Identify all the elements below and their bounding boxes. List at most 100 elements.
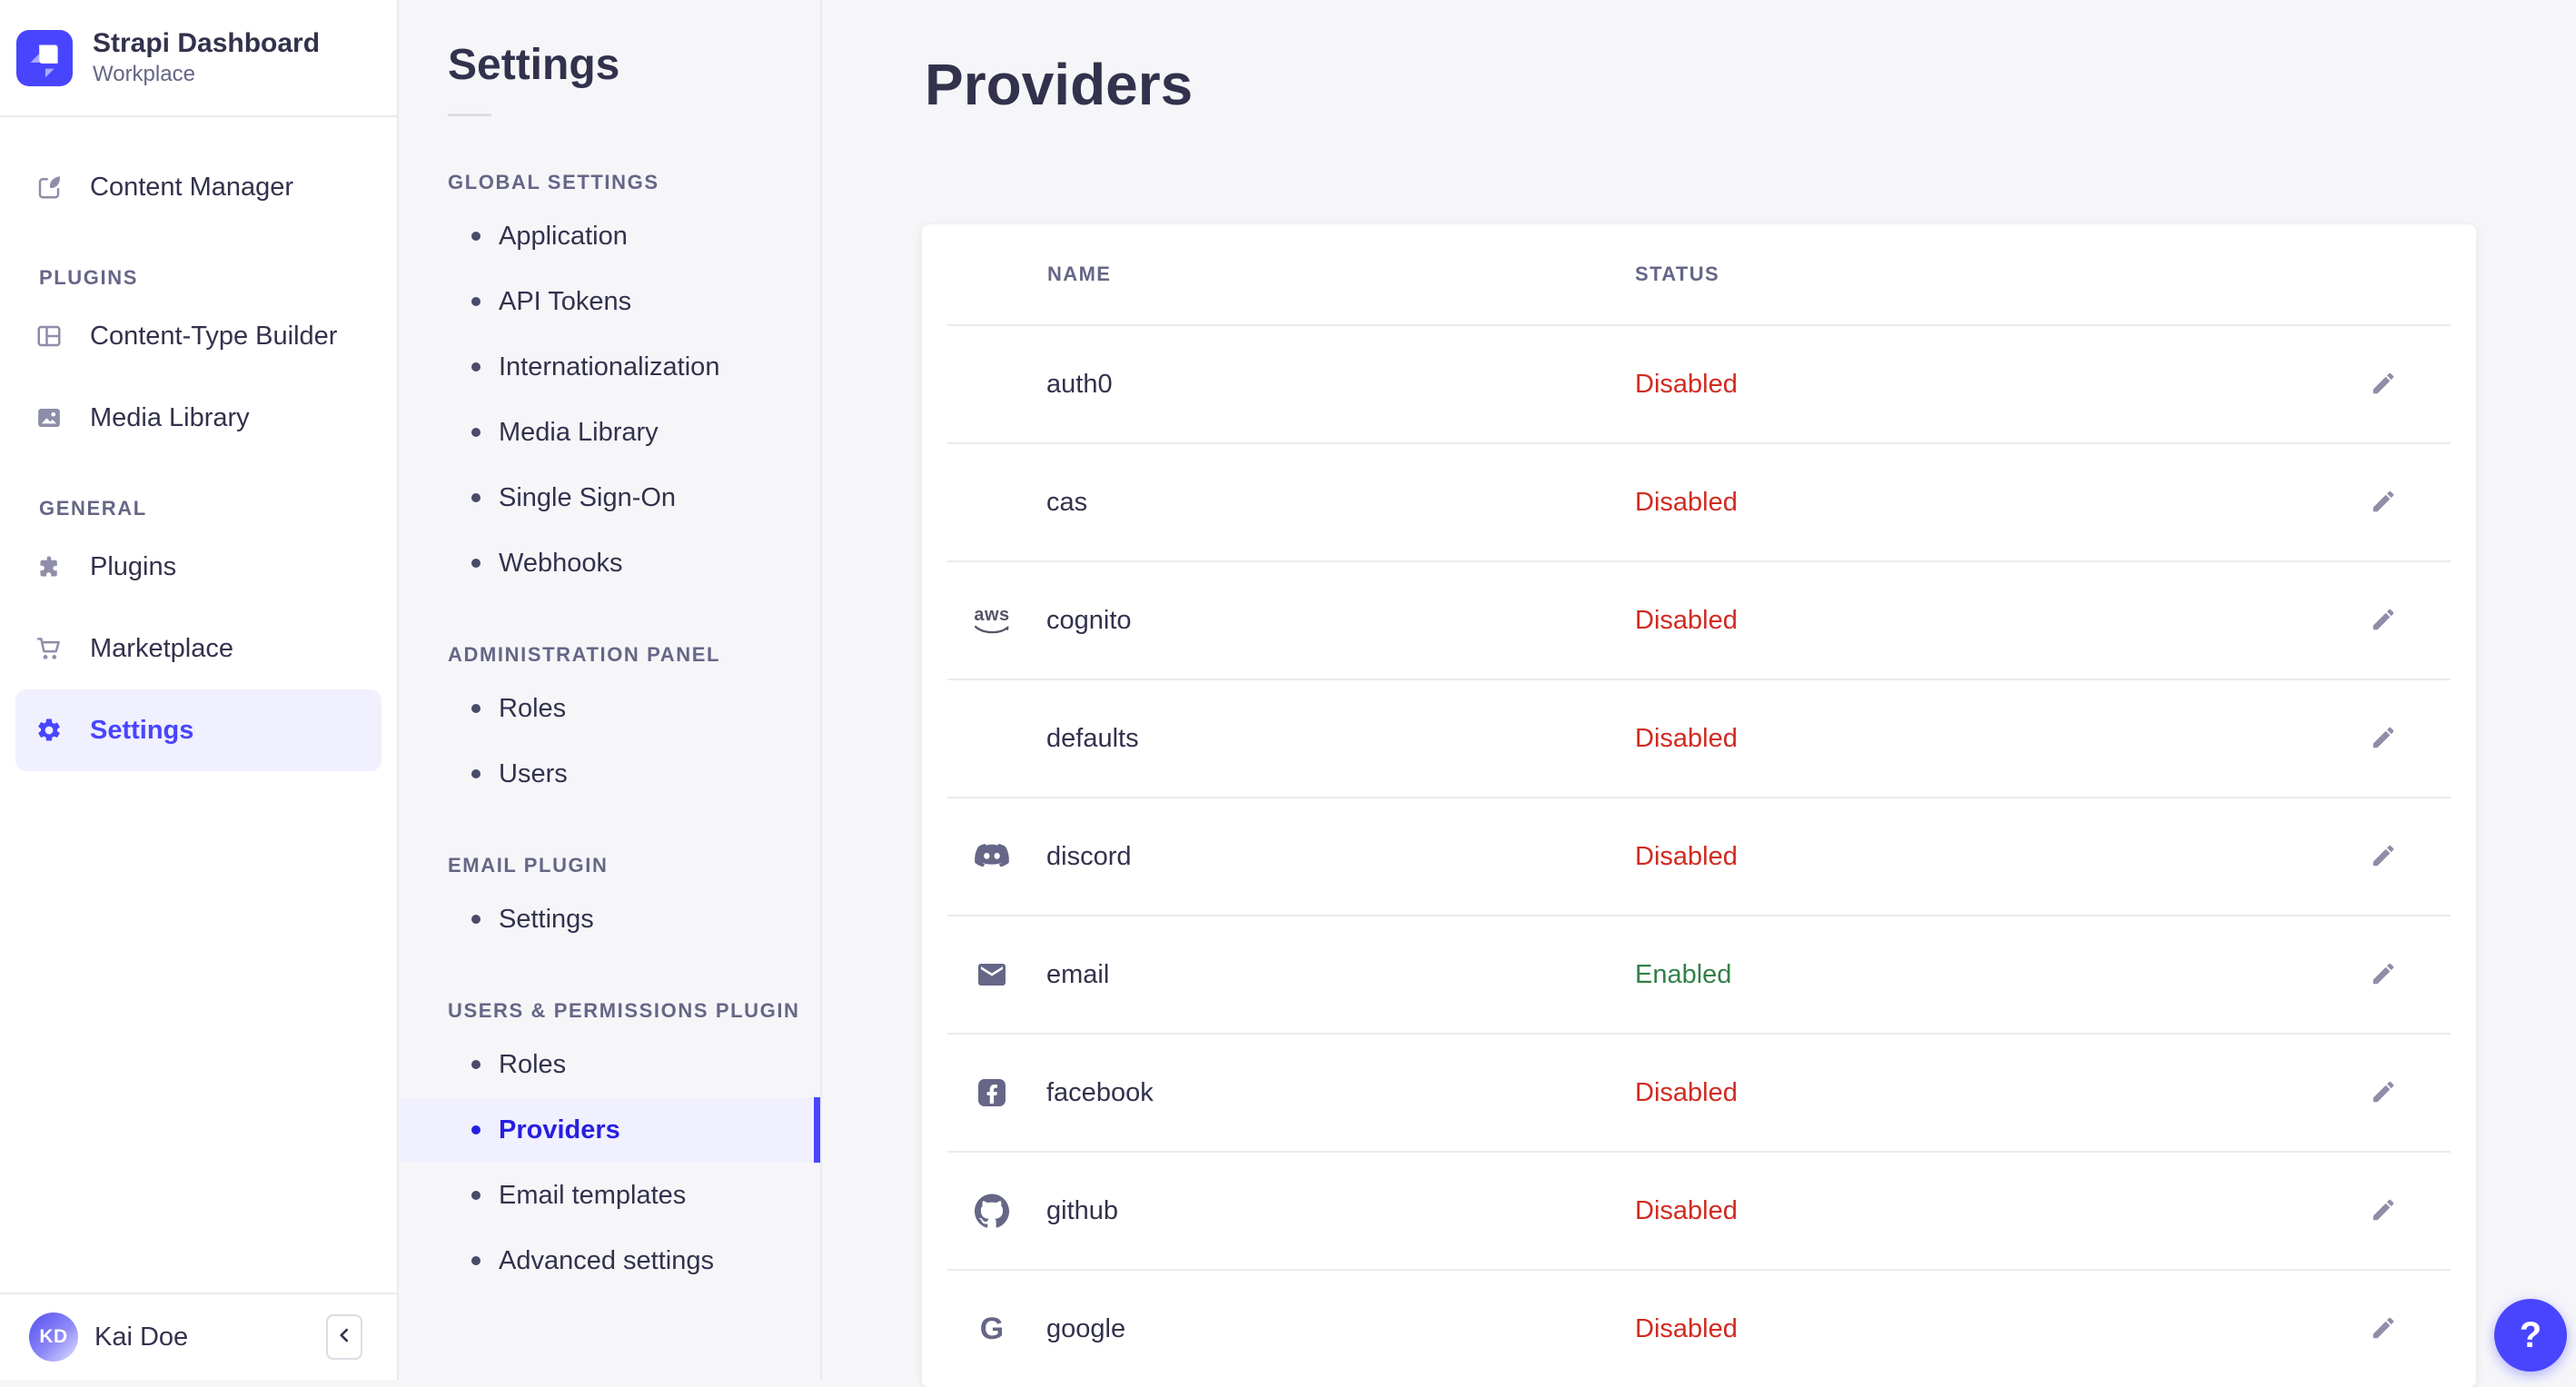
pencil-icon — [2370, 842, 2397, 872]
table-row: email Enabled — [947, 915, 2451, 1033]
sidebar-item-label: Plugins — [90, 551, 177, 581]
user-menu-button[interactable]: KD Kai Doe — [29, 1313, 188, 1362]
edit-provider-button[interactable] — [2363, 364, 2403, 404]
status-badge: Disabled — [1635, 1077, 1738, 1107]
subnav-item-email-settings[interactable]: Settings — [401, 887, 820, 952]
column-header-name: NAME — [1047, 263, 1112, 285]
subnav-item-advanced-settings[interactable]: Advanced settings — [401, 1228, 820, 1293]
sidebar-item-plugins[interactable]: Plugins — [15, 526, 381, 608]
pencil-icon — [2370, 1078, 2397, 1108]
provider-name: cognito — [1046, 605, 1132, 635]
status-badge: Enabled — [1635, 959, 1732, 989]
help-button[interactable]: ? — [2494, 1299, 2567, 1372]
subnav-title: Settings — [448, 41, 620, 89]
main-sidebar: Strapi Dashboard Workplace Content Manag… — [0, 0, 399, 1380]
edit-provider-button[interactable] — [2363, 1073, 2403, 1113]
facebook-icon — [966, 1067, 1017, 1118]
no-icon — [966, 359, 1017, 410]
subnav-item-admin-roles[interactable]: Roles — [401, 676, 820, 741]
status-badge: Disabled — [1635, 723, 1738, 753]
pencil-icon — [2370, 960, 2397, 990]
subnav-item-media-library[interactable]: Media Library — [401, 400, 820, 465]
column-header-status: STATUS — [1635, 263, 1720, 285]
table-row: defaults Disabled — [947, 679, 2451, 797]
subnav-item-admin-users[interactable]: Users — [401, 741, 820, 807]
sidebar-item-label: Media Library — [90, 402, 250, 432]
subnav-item-providers[interactable]: Providers — [401, 1097, 820, 1163]
table-row: discord Disabled — [947, 797, 2451, 915]
providers-table: NAME STATUS auth0 Disabled cas Disabled … — [922, 224, 2476, 1387]
subnav-item-single-sign-on[interactable]: Single Sign-On — [401, 465, 820, 530]
title-divider — [448, 114, 491, 116]
edit-provider-button[interactable] — [2363, 482, 2403, 522]
pencil-icon — [2370, 370, 2397, 400]
table-header: NAME STATUS — [947, 224, 2451, 324]
subnav-section-global-settings: GLOBAL SETTINGS — [448, 171, 659, 193]
provider-name: auth0 — [1046, 369, 1113, 399]
pencil-icon — [2370, 606, 2397, 636]
status-badge: Disabled — [1635, 1313, 1738, 1343]
github-icon — [966, 1185, 1017, 1236]
provider-name: facebook — [1046, 1077, 1154, 1107]
edit-provider-button[interactable] — [2363, 718, 2403, 758]
pencil-icon — [2370, 724, 2397, 754]
google-icon: G — [979, 1312, 1005, 1346]
workspace-title: Strapi Dashboard — [93, 27, 321, 58]
collapse-sidebar-button[interactable] — [326, 1314, 362, 1360]
status-badge: Disabled — [1635, 841, 1738, 871]
provider-name: defaults — [1046, 723, 1139, 753]
sidebar-item-label: Marketplace — [90, 633, 233, 663]
table-row: github Disabled — [947, 1151, 2451, 1269]
sidebar-item-content-type-builder[interactable]: Content-Type Builder — [15, 295, 381, 377]
subnav-section-email-plugin: EMAIL PLUGIN — [448, 854, 609, 877]
sidebar-item-content-manager[interactable]: Content Manager — [15, 146, 381, 228]
sidebar-item-media-library[interactable]: Media Library — [15, 377, 381, 459]
edit-provider-button[interactable] — [2363, 1309, 2403, 1349]
provider-name: github — [1046, 1195, 1119, 1225]
status-badge: Disabled — [1635, 487, 1738, 517]
cart-icon — [35, 635, 63, 662]
workspace-subtitle: Workplace — [93, 61, 195, 86]
subnav-item-email-templates[interactable]: Email templates — [401, 1163, 820, 1228]
user-area: KD Kai Doe — [0, 1293, 397, 1380]
subnav-item-webhooks[interactable]: Webhooks — [401, 530, 820, 596]
sidebar-item-label: Settings — [90, 715, 194, 745]
sidebar-item-label: Content-Type Builder — [90, 321, 338, 351]
status-badge: Disabled — [1635, 1195, 1738, 1225]
edit-provider-button[interactable] — [2363, 955, 2403, 995]
status-badge: Disabled — [1635, 605, 1738, 635]
sidebar-item-settings[interactable]: Settings — [15, 689, 381, 771]
subnav-item-internationalization[interactable]: Internationalization — [401, 334, 820, 400]
subnav-section-users-permissions-plugin: USERS & PERMISSIONS PLUGIN — [448, 999, 800, 1022]
table-row: facebook Disabled — [947, 1033, 2451, 1151]
user-name: Kai Doe — [94, 1322, 189, 1352]
sidebar-item-label: Content Manager — [90, 172, 294, 202]
sidebar-item-marketplace[interactable]: Marketplace — [15, 608, 381, 689]
puzzle-icon — [35, 553, 63, 580]
table-row: cas Disabled — [947, 442, 2451, 560]
no-icon — [966, 477, 1017, 528]
media-library-icon — [35, 404, 63, 431]
edit-provider-button[interactable] — [2363, 1191, 2403, 1231]
subnav-item-up-roles[interactable]: Roles — [401, 1032, 820, 1097]
workspace-header[interactable]: Strapi Dashboard Workplace — [0, 0, 397, 117]
provider-name: cas — [1046, 487, 1088, 517]
content-manager-icon — [35, 173, 63, 201]
subnav-item-application[interactable]: Application — [401, 203, 820, 269]
nav-section-general: GENERAL — [39, 497, 147, 520]
avatar: KD — [29, 1313, 78, 1362]
edit-provider-button[interactable] — [2363, 837, 2403, 877]
pencil-icon — [2370, 488, 2397, 518]
provider-name: google — [1046, 1313, 1126, 1343]
pencil-icon — [2370, 1314, 2397, 1344]
no-icon — [966, 713, 1017, 764]
email-icon — [966, 949, 1017, 1000]
page-title: Providers — [925, 52, 1194, 117]
edit-provider-button[interactable] — [2363, 600, 2403, 640]
strapi-logo-icon — [16, 29, 73, 86]
content-type-builder-icon — [35, 322, 63, 350]
chevron-left-icon — [332, 1323, 356, 1352]
nav-section-plugins: PLUGINS — [39, 266, 138, 289]
aws-icon: aws — [966, 595, 1017, 646]
subnav-item-api-tokens[interactable]: API Tokens — [401, 269, 820, 334]
